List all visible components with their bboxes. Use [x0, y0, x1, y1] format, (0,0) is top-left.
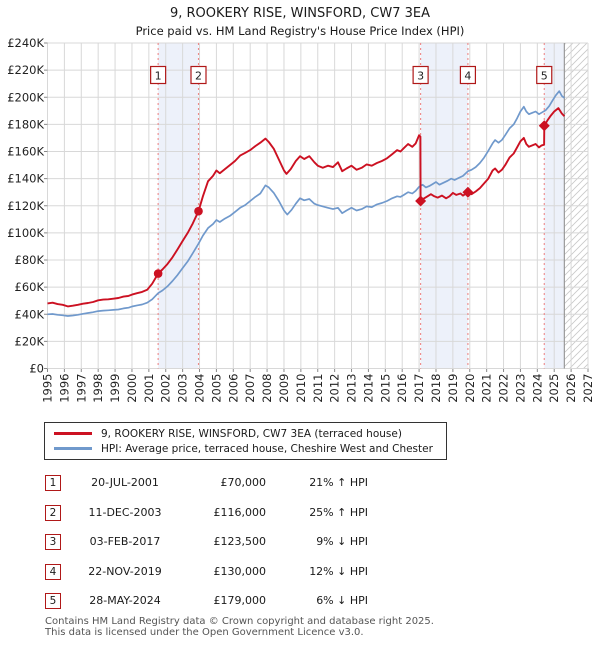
hpi-comparison: 21% ↑ HPI	[309, 476, 368, 489]
page-title: 9, ROOKERY RISE, WINSFORD, CW7 3EA	[169, 6, 431, 21]
svg-text:4: 4	[464, 70, 471, 83]
event-number-badge: 1	[45, 475, 61, 491]
svg-text:2025: 2025	[547, 374, 561, 403]
svg-text:£180K: £180K	[7, 117, 44, 131]
svg-text:2: 2	[195, 70, 202, 83]
copyright-line: Contains HM Land Registry data © Crown c…	[45, 616, 434, 627]
sale-price: £123,500	[213, 535, 267, 548]
svg-text:2014: 2014	[361, 374, 375, 403]
svg-text:£80K: £80K	[15, 253, 45, 267]
svg-text:£120K: £120K	[7, 199, 44, 213]
svg-text:£40K: £40K	[15, 307, 45, 321]
svg-text:2022: 2022	[497, 374, 511, 403]
legend: 9, ROOKERY RISE, WINSFORD, CW7 3EA (terr…	[44, 422, 447, 460]
svg-text:2024: 2024	[530, 374, 544, 403]
svg-text:2019: 2019	[446, 374, 460, 403]
svg-text:2010: 2010	[294, 374, 308, 403]
svg-text:1997: 1997	[74, 374, 88, 403]
property-line-swatch	[54, 432, 92, 435]
legend-label-hpi: HPI: Average price, terraced house, Ches…	[101, 442, 433, 455]
sale-price: £70,000	[220, 476, 267, 489]
sale-date: 03-FEB-2017	[89, 535, 161, 548]
svg-text:2020: 2020	[463, 374, 477, 403]
svg-text:2012: 2012	[328, 374, 342, 403]
hpi-comparison: 25% ↑ HPI	[309, 506, 368, 519]
svg-text:2018: 2018	[429, 374, 443, 403]
svg-text:2021: 2021	[480, 374, 494, 403]
svg-text:£20K: £20K	[15, 334, 45, 348]
table-row: 2 11-DEC-2003 £116,000 25% ↑ HPI	[0, 505, 600, 521]
table-row: 5 28-MAY-2024 £179,000 6% ↓ HPI	[0, 593, 600, 609]
svg-text:2016: 2016	[395, 374, 409, 403]
event-number-badge: 3	[45, 534, 61, 550]
svg-text:2006: 2006	[226, 374, 240, 403]
sale-date: 22-NOV-2019	[88, 565, 162, 578]
svg-text:2002: 2002	[159, 374, 173, 403]
price-chart: 1995 1996 1997 1998 1999 2000 2001 2002 2003 2004…	[7, 36, 595, 403]
svg-text:2011: 2011	[311, 374, 325, 403]
svg-text:5: 5	[541, 70, 548, 83]
svg-text:2023: 2023	[513, 374, 527, 403]
svg-text:2027: 2027	[581, 374, 595, 403]
svg-text:2017: 2017	[412, 374, 426, 403]
sale-price: £116,000	[213, 506, 267, 519]
event-number-badge: 2	[45, 505, 61, 521]
svg-text:£140K: £140K	[7, 172, 44, 186]
hpi-comparison: 12% ↓ HPI	[309, 565, 368, 578]
licence-line: This data is licensed under the Open Gov…	[45, 627, 364, 638]
svg-text:£160K: £160K	[7, 145, 44, 159]
hpi-line-swatch	[54, 447, 92, 450]
table-row: 3 03-FEB-2017 £123,500 9% ↓ HPI	[0, 534, 600, 550]
event-number-badge: 5	[45, 593, 61, 609]
svg-text:2009: 2009	[277, 374, 291, 403]
svg-text:2005: 2005	[209, 374, 223, 403]
svg-text:2001: 2001	[142, 374, 156, 403]
table-row: 1 20-JUL-2001 £70,000 21% ↑ HPI	[0, 475, 600, 491]
svg-text:1995: 1995	[41, 374, 55, 403]
sale-date: 28-MAY-2024	[89, 594, 161, 607]
table-row: 4 22-NOV-2019 £130,000 12% ↓ HPI	[0, 564, 600, 580]
svg-text:£100K: £100K	[7, 226, 44, 240]
svg-text:3: 3	[417, 70, 424, 83]
svg-text:2004: 2004	[193, 374, 207, 403]
legend-item-property: 9, ROOKERY RISE, WINSFORD, CW7 3EA (terr…	[45, 428, 446, 440]
hpi-comparison: 9% ↓ HPI	[316, 535, 368, 548]
svg-text:£0: £0	[29, 362, 44, 376]
page-subtitle: Price paid vs. HM Land Registry's House …	[135, 24, 465, 38]
svg-text:2008: 2008	[260, 374, 274, 403]
svg-text:2007: 2007	[243, 374, 257, 403]
svg-text:£220K: £220K	[7, 63, 44, 77]
hpi-comparison: 6% ↓ HPI	[316, 594, 368, 607]
svg-text:2003: 2003	[176, 374, 190, 403]
legend-label-property: 9, ROOKERY RISE, WINSFORD, CW7 3EA (terr…	[101, 427, 402, 440]
svg-text:1998: 1998	[91, 374, 105, 403]
svg-text:£240K: £240K	[7, 36, 44, 50]
sale-price: £179,000	[213, 594, 267, 607]
sale-price: £130,000	[213, 565, 267, 578]
svg-text:1: 1	[155, 70, 162, 83]
svg-text:2015: 2015	[378, 374, 392, 403]
svg-text:£60K: £60K	[15, 280, 45, 294]
svg-text:1996: 1996	[57, 374, 71, 403]
legend-item-hpi: HPI: Average price, terraced house, Ches…	[45, 443, 446, 455]
svg-text:2000: 2000	[125, 374, 139, 403]
svg-text:2013: 2013	[345, 374, 359, 403]
event-number-badge: 4	[45, 564, 61, 580]
sale-date: 20-JUL-2001	[91, 476, 159, 489]
svg-text:2026: 2026	[564, 374, 578, 403]
sale-date: 11-DEC-2003	[88, 506, 162, 519]
svg-text:£200K: £200K	[7, 90, 44, 104]
svg-text:1999: 1999	[108, 374, 122, 403]
